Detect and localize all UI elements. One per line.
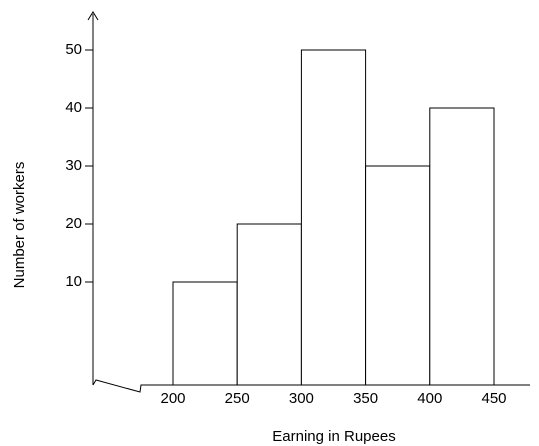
y-tick-label: 10	[65, 273, 82, 290]
x-tick-label: 400	[417, 390, 442, 407]
y-tick-label: 30	[65, 157, 82, 174]
x-tick-label: 300	[289, 390, 314, 407]
x-tick-label: 200	[160, 390, 185, 407]
y-tick-label: 40	[65, 99, 82, 116]
bar	[236, 223, 302, 386]
x-axis-label: Earning in Rupees	[272, 428, 395, 445]
bar	[429, 107, 495, 386]
y-tick-label: 20	[65, 215, 82, 232]
y-axis-arrow	[87, 11, 99, 21]
bar	[172, 281, 238, 386]
x-tick-label: 450	[481, 390, 506, 407]
x-tick-label: 250	[225, 390, 250, 407]
bar	[365, 165, 431, 386]
bar	[300, 49, 367, 386]
y-axis-label: Number of workers	[11, 162, 28, 289]
y-tick-label: 50	[65, 41, 82, 58]
x-tick-label: 350	[353, 390, 378, 407]
